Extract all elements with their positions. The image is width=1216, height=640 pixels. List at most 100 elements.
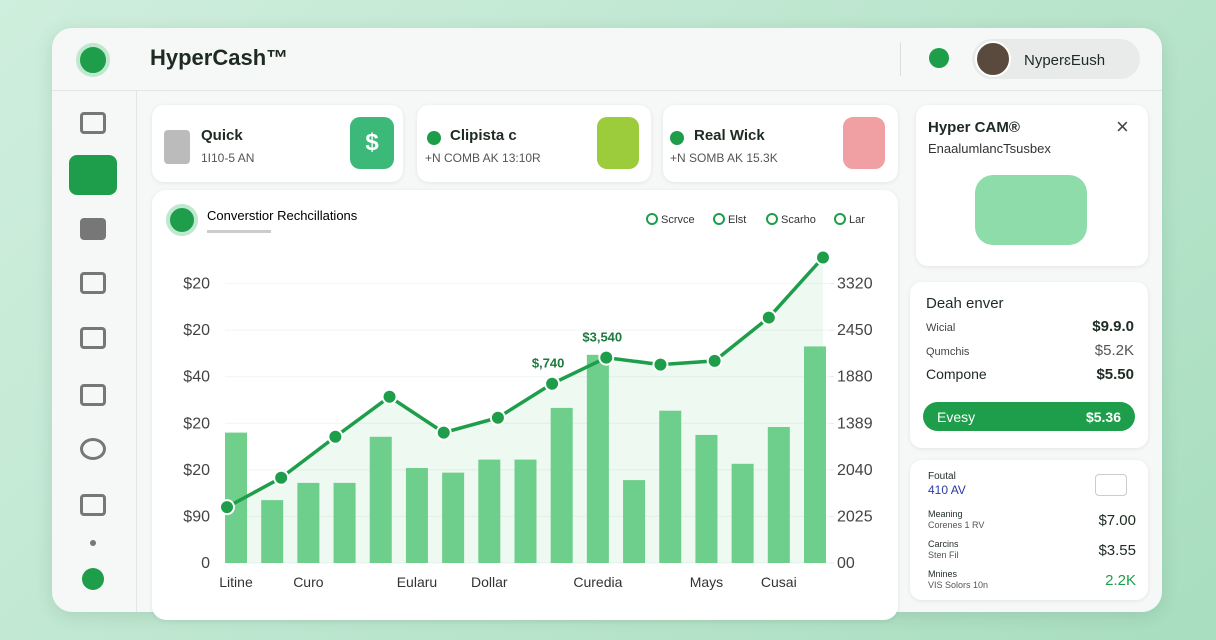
row-value: 2.2K	[1105, 571, 1136, 589]
row-value: $7.00	[1098, 511, 1136, 529]
bar	[333, 482, 356, 563]
row-value: $3.55	[1098, 541, 1136, 559]
title-underline	[207, 230, 271, 233]
card-subtitle: 1I10-5 AN	[201, 151, 255, 165]
bar	[261, 500, 284, 563]
row-label: Carcins	[928, 539, 959, 549]
chart: Converstior Rechcillations 0 $90 $20 $20 $40…	[166, 204, 873, 590]
summary-button[interactable]: Evesy $5.36	[923, 402, 1135, 431]
line-point	[327, 428, 344, 445]
bar	[804, 346, 826, 563]
legend-label: Scarho	[781, 214, 816, 226]
bar	[405, 467, 428, 563]
y2-tick-label: 2025	[837, 508, 873, 525]
x-tick-label: Curedia	[573, 574, 622, 590]
line-point	[381, 388, 398, 405]
y-tick-label: $20	[183, 415, 210, 432]
nav-dot	[90, 540, 96, 546]
line-point	[760, 309, 777, 326]
row-label: Qumchis	[926, 346, 970, 358]
legend-swatch	[834, 213, 846, 225]
line-point	[435, 424, 452, 441]
header-divider	[52, 90, 1162, 91]
nav-bottom[interactable]	[82, 568, 104, 590]
x-tick-label: Curo	[293, 574, 324, 590]
line-point	[652, 356, 669, 373]
bar	[586, 354, 609, 563]
bar	[659, 410, 682, 563]
legend-swatch	[766, 213, 778, 225]
nav-gauge[interactable]	[80, 438, 106, 460]
annotation: $3,540	[582, 330, 622, 345]
y-tick-label: $20	[183, 322, 210, 339]
bar	[767, 427, 790, 563]
legend-label: Elst	[728, 214, 746, 226]
divider	[900, 42, 901, 76]
chart-title: Converstior Rechcillations	[207, 208, 358, 223]
summary-row: Qumchis $5.2K	[926, 342, 1134, 366]
nav-briefcase[interactable]	[80, 384, 106, 406]
nav-lock[interactable]	[80, 112, 106, 134]
nav-bank[interactable]	[80, 494, 106, 516]
button-label: Evesy	[937, 409, 976, 425]
avatar	[975, 41, 1011, 77]
bar	[225, 432, 247, 563]
button-value: $5.36	[1085, 409, 1121, 425]
summary-row: Wicial $9.9.0	[926, 318, 1134, 342]
bar	[478, 459, 501, 563]
totals-badge	[1095, 474, 1127, 496]
nav-cards[interactable]	[80, 218, 106, 240]
bar	[514, 459, 537, 563]
legend-swatch	[713, 213, 725, 225]
bar	[369, 436, 392, 563]
card-title: Clipista c	[450, 127, 517, 144]
line-point	[273, 469, 290, 486]
summary-title: Deah enver	[926, 295, 1004, 312]
promo-subtitle: EnaalumlancTsusbex	[928, 141, 1051, 156]
row-sub: VIS Solors 10n	[928, 580, 989, 590]
legend-label: Scrvce	[661, 214, 695, 226]
bar	[731, 463, 754, 563]
bar	[623, 480, 646, 563]
bar	[297, 482, 320, 563]
row-label: Compone	[926, 366, 987, 382]
card-title: Quick	[201, 127, 243, 144]
card-subtitle: +N SOMB AK 15.3K	[670, 151, 778, 165]
x-tick-label: Cusai	[761, 574, 797, 590]
row-label: Meaning	[928, 509, 963, 519]
card-subtitle: +N COMB AK 13:10R	[425, 151, 541, 165]
user-name: NyperɛEush	[1024, 52, 1106, 69]
y-tick-label: $90	[183, 508, 210, 525]
x-tick-label: Mays	[690, 574, 723, 590]
summary-rows: Wicial $9.9.0 Qumchis $5.2K Compone $5.50	[926, 318, 1134, 390]
promo-title: Hyper CAM®	[928, 119, 1020, 136]
row-label: Wicial	[926, 322, 956, 334]
y2-tick-label: 2040	[837, 462, 873, 479]
row-text: Meaning Corenes 1 RV	[928, 509, 984, 531]
line-point	[219, 499, 235, 516]
totals-card	[910, 460, 1148, 600]
row-text: Carcins Sten Fil	[928, 539, 959, 561]
status-icon[interactable]	[929, 48, 949, 68]
promo-art	[975, 175, 1087, 245]
y2-tick-label: 2450	[837, 322, 873, 339]
nav-active[interactable]	[69, 155, 117, 195]
y-tick-label: $20	[183, 462, 210, 479]
nav-inbox[interactable]	[80, 327, 106, 349]
y-tick-label: $20	[183, 276, 210, 293]
card-art	[843, 117, 885, 169]
nav-crown[interactable]	[80, 272, 106, 294]
card-icon	[427, 131, 441, 145]
brand: HyperCash™	[150, 45, 289, 70]
chart-icon	[166, 204, 198, 236]
totals-row: Meaning Corenes 1 RV $7.00	[928, 505, 1136, 535]
close-button[interactable]: ×	[1116, 114, 1129, 139]
bar	[442, 472, 465, 563]
line-area	[227, 257, 823, 563]
y2-tick-label: 3320	[837, 276, 873, 293]
bar	[695, 434, 718, 563]
card-badge: $	[350, 117, 394, 169]
legend-swatch	[646, 213, 658, 225]
x-tick-label: Eularu	[397, 574, 437, 590]
